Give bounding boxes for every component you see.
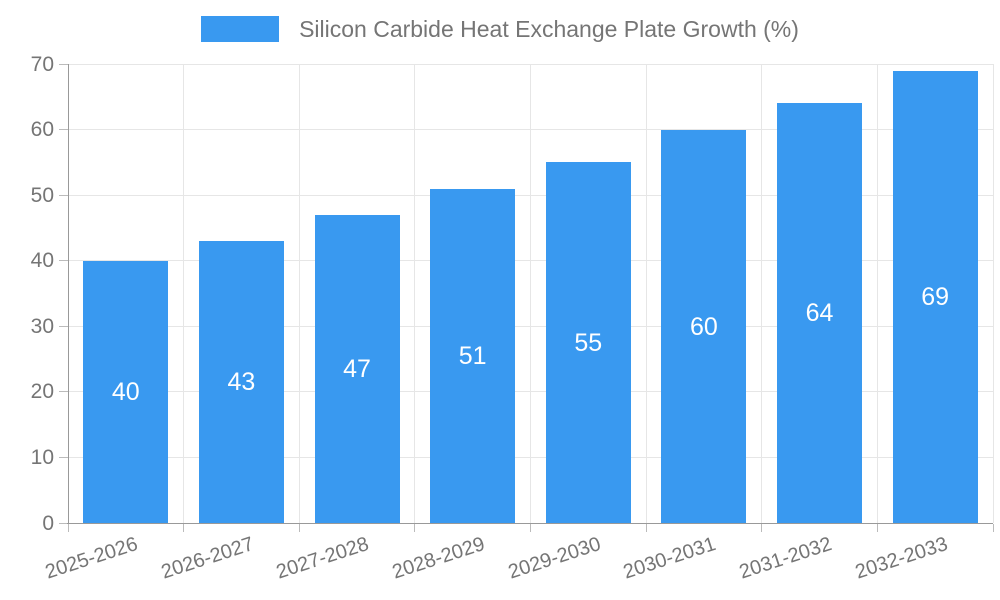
- x-tick-label: 2026-2027: [158, 533, 257, 584]
- bar-value-label: 51: [458, 342, 487, 370]
- y-tick-label: 40: [30, 249, 54, 273]
- y-axis-tick: [59, 391, 68, 393]
- legend-swatch: [201, 16, 280, 42]
- y-tick-label: 10: [30, 445, 54, 469]
- bar[interactable]: [314, 215, 400, 523]
- bar[interactable]: [545, 162, 631, 523]
- x-axis-tick: [992, 524, 994, 532]
- x-tick-label: 2031-2032: [736, 533, 835, 584]
- y-axis-tick: [59, 63, 68, 65]
- y-tick-label: 60: [30, 118, 54, 142]
- gridline-vertical: [414, 64, 416, 523]
- bar[interactable]: [198, 241, 284, 523]
- y-axis-tick: [59, 456, 68, 458]
- x-axis-tick: [298, 524, 300, 532]
- bar[interactable]: [777, 103, 863, 523]
- bar[interactable]: [430, 189, 516, 523]
- x-axis-tick: [414, 524, 416, 532]
- gridline-vertical: [645, 64, 647, 523]
- gridline-vertical: [530, 64, 531, 523]
- x-tick-label: 2028-2029: [389, 533, 488, 584]
- bar[interactable]: [661, 130, 747, 523]
- plot-area: 0 10 20 30 40 50 60 70 40 2025-2026 43 2026-2027 47 2…: [31, 54, 994, 583]
- x-tick-label: 2029-2030: [505, 533, 604, 584]
- y-tick-label: 20: [30, 380, 54, 404]
- gridline-vertical: [876, 64, 878, 523]
- y-axis: [68, 64, 69, 523]
- x-axis-tick: [183, 524, 185, 532]
- x-axis-tick: [876, 524, 878, 532]
- x-tick-label: 2027-2028: [274, 533, 372, 584]
- bar[interactable]: [892, 71, 978, 523]
- y-tick-label: 0: [42, 511, 54, 535]
- gridline-vertical: [183, 64, 185, 523]
- bar-value-label: 60: [690, 312, 718, 341]
- x-tick-label: 2032-2033: [852, 533, 950, 584]
- x-tick-label: 2030-2031: [620, 533, 719, 584]
- x-axis-tick: [645, 524, 647, 532]
- y-tick-label: 30: [30, 314, 54, 338]
- legend[interactable]: Silicon Carbide Heat Exchange Plate Grow…: [0, 16, 1000, 42]
- bar-value-label: 64: [805, 299, 834, 327]
- y-axis-tick: [59, 522, 68, 524]
- gridline-vertical: [761, 64, 763, 523]
- x-axis: [67, 523, 993, 524]
- bar-value-label: 69: [921, 283, 950, 311]
- bar-value-label: 43: [227, 368, 256, 396]
- gridline-vertical: [992, 64, 994, 523]
- gridline-vertical: [298, 64, 300, 523]
- x-axis-tick: [67, 524, 69, 532]
- bar[interactable]: [83, 261, 169, 523]
- y-axis-tick: [59, 194, 68, 196]
- x-axis-tick: [761, 524, 763, 532]
- y-axis-tick: [59, 129, 68, 131]
- y-axis-tick: [59, 325, 68, 327]
- bar-value-label: 40: [111, 378, 140, 406]
- bar-value-label: 55: [574, 328, 603, 357]
- x-tick-label: 2025-2026: [42, 533, 141, 584]
- x-axis-tick: [530, 524, 531, 532]
- bar-value-label: 47: [343, 355, 371, 383]
- legend-label: Silicon Carbide Heat Exchange Plate Grow…: [299, 16, 799, 42]
- y-axis-tick: [59, 260, 68, 262]
- y-tick-label: 50: [30, 183, 54, 207]
- y-tick-label: 70: [30, 52, 54, 76]
